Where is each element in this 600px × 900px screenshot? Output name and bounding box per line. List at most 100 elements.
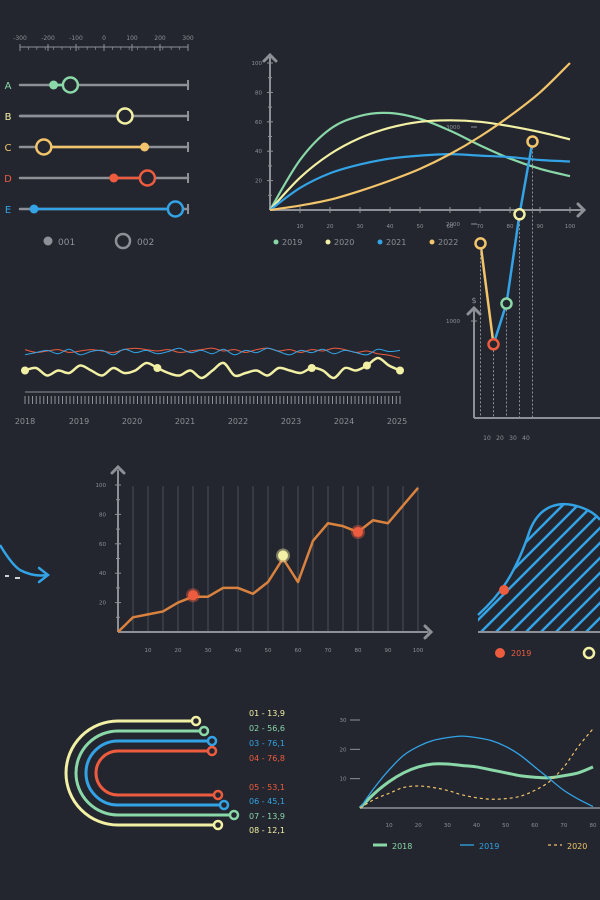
slider-ring-002: [61, 76, 80, 94]
slider-scale-tick-label: 300: [182, 35, 194, 42]
growth-y-tick-label: 60: [99, 542, 106, 548]
arrow-head: [37, 566, 51, 584]
x-axis-arrow-icon: [423, 624, 434, 640]
curves-y-tick-label: 80: [255, 90, 262, 96]
hatch-marker: [499, 585, 509, 595]
dollar-line-segment: [492, 303, 508, 345]
slider-scale-tick-label: 100: [126, 35, 138, 42]
timeline-year-label: 2022: [228, 417, 248, 426]
slider-scale-tick-label: -100: [69, 35, 83, 42]
growth-x-tick-label: 10: [145, 648, 152, 654]
hatch-line: [547, 504, 600, 632]
dollar-point: [513, 208, 526, 221]
timeline-marker: [153, 364, 162, 372]
growth-highlight-point: [188, 590, 198, 601]
waves-x-tick-label: 20: [415, 823, 422, 829]
waves-y-tick-label: 10: [340, 777, 347, 783]
timeline-marker: [307, 364, 316, 372]
slider-scale-tick-label: -200: [41, 35, 55, 42]
curve-series-2019: [269, 111, 571, 211]
arc-bar-end-cap: [206, 745, 218, 757]
slider-scale-tick-label: -300: [13, 35, 27, 42]
growth-y-tick-label: 20: [99, 601, 106, 607]
curves-legend-dot-icon: [325, 239, 331, 245]
dollar-y-tick-label: 1000: [446, 319, 460, 325]
dollar-chart: $1000 2000 3000 10 20 30 40: [446, 125, 600, 442]
curves-x-tick-label: 90: [537, 224, 544, 230]
hatch-line: [478, 504, 594, 632]
waves-legend-label: 2018: [392, 842, 412, 851]
dollar-point: [500, 297, 513, 310]
curves-y-tick-label: 100: [252, 61, 263, 67]
curves-legend-dot-icon: [429, 239, 435, 245]
timeline-marker: [362, 361, 371, 370]
hatch-line: [562, 504, 600, 632]
slider-ring-002: [166, 200, 185, 218]
dollar-line-segment: [479, 243, 495, 345]
curves-y-tick-label: 40: [255, 149, 262, 155]
curves-x-tick-label: 60: [447, 224, 454, 230]
arc-bar-label: 05 - 53,1: [249, 783, 285, 792]
arc-bar-end-cap: [190, 715, 202, 727]
curves-x-tick-label: 30: [357, 224, 364, 230]
timeline-year-label: 2025: [387, 417, 407, 426]
curves-x-tick-label: 10: [297, 224, 304, 230]
dollar-unit-label: $: [471, 296, 476, 305]
growth-x-tick-label: 40: [235, 648, 242, 654]
waves-x-tick-label: 60: [531, 823, 538, 829]
timeline-year-label: 2019: [69, 417, 89, 426]
growth-x-tick-label: 80: [355, 648, 362, 654]
slider-dot-001: [109, 173, 119, 183]
timeline-chart: 2018 2019 2020 2021 2022 2023 2024 2025: [15, 347, 407, 426]
legend-label-002: 002: [137, 238, 154, 248]
hatch-line: [308, 490, 458, 640]
curves-x-tick-label: 50: [417, 224, 424, 230]
slider-row-label: D: [4, 174, 12, 185]
arrow-body: [0, 544, 48, 577]
waves-y-tick-label: 30: [340, 718, 347, 724]
dollar-x-tick-label: 30: [509, 435, 517, 442]
waves-chart: 10 20 30 10 20 30 40 50 60 70 80 2018 2019 2020: [340, 718, 600, 851]
growth-highlight-point: [278, 550, 288, 561]
legend-ring-icon: [114, 232, 132, 250]
hatch-line: [577, 504, 600, 632]
y-axis-arrow-icon: [262, 52, 278, 63]
legend-dot-icon: [43, 236, 53, 246]
arc-bars-chart: 01 - 13,9 02 - 56,6 03 - 76,1 04 - 76,8 05 -…: [64, 709, 285, 835]
arc-bar-end-cap: [212, 789, 224, 801]
y-axis-arrow-icon: [466, 305, 482, 316]
waves-y-tick-label: 20: [340, 747, 347, 753]
slider-scale-tick-label: 200: [154, 35, 166, 42]
curved-arrow-icon: [0, 544, 51, 584]
arc-bar-end-cap: [212, 819, 224, 831]
growth-x-tick-label: 90: [385, 648, 392, 654]
arc-bar-label: 01 - 13,9: [249, 709, 285, 718]
hatch-legend-dot-icon: [495, 648, 505, 658]
timeline-series-blue: [24, 347, 401, 356]
arc-bar-end-cap: [228, 809, 240, 821]
arc-bar: [84, 739, 224, 807]
dollar-point: [474, 237, 487, 250]
dollar-point: [487, 338, 500, 351]
hatch-line: [478, 504, 600, 632]
growth-x-tick-label: 30: [205, 648, 212, 654]
slider-ring-002: [35, 138, 53, 156]
waves-x-tick-label: 40: [473, 823, 480, 829]
curves-legend-label: 2022: [438, 238, 458, 247]
timeline-year-label: 2024: [334, 417, 354, 426]
curves-x-tick-label: 40: [387, 224, 394, 230]
arc-bar-end-cap: [198, 725, 210, 737]
slider-ring-002: [116, 107, 134, 125]
arc-bar: [94, 749, 218, 797]
curves-legend-label: 2020: [334, 238, 354, 247]
slider-row-label: C: [5, 143, 12, 154]
timeline-series-red: [24, 347, 401, 359]
waves-x-tick-label: 10: [386, 823, 393, 829]
growth-y-tick-label: 100: [96, 483, 107, 489]
arc-bar-label: 04 - 76,8: [249, 754, 285, 763]
arc-bar-label: 07 - 13,9: [249, 812, 285, 821]
growth-x-tick-label: 100: [413, 648, 424, 654]
hatch-line: [278, 490, 428, 640]
hatch-line: [478, 504, 489, 632]
hatch-legend-label: 2019: [511, 649, 531, 658]
